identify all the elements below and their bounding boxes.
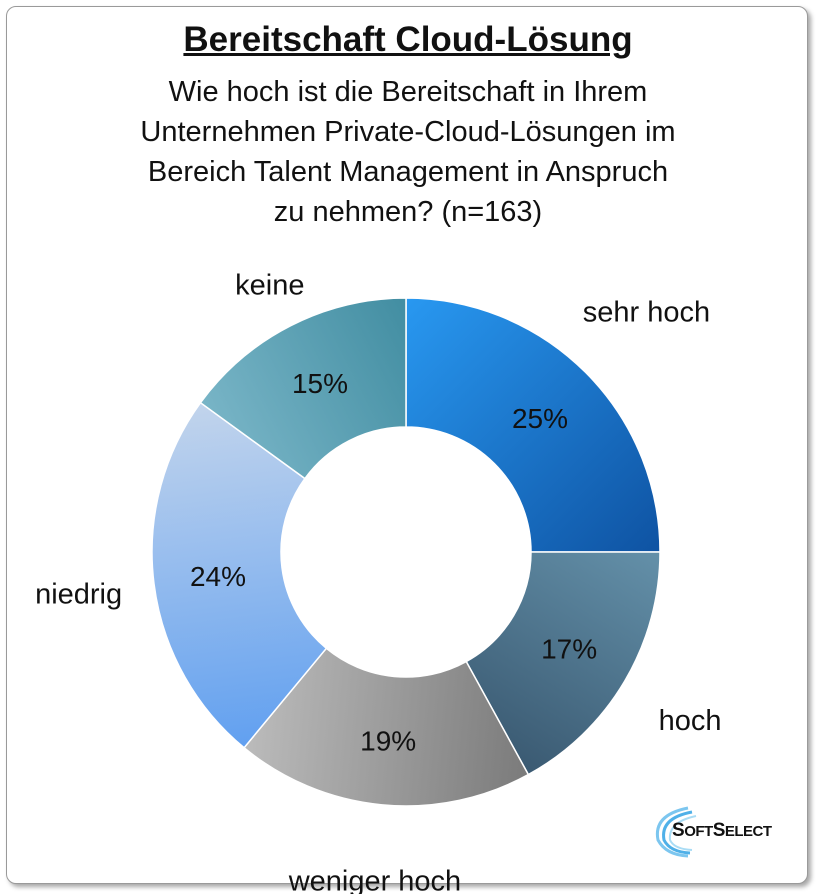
category-label: weniger hoch bbox=[288, 866, 462, 894]
data-label: 19% bbox=[360, 726, 416, 757]
subtitle-line: Wie hoch ist die Bereitschaft in Ihrem bbox=[168, 76, 648, 108]
category-label: hoch bbox=[659, 705, 722, 737]
data-label: 25% bbox=[512, 403, 568, 434]
chart-subtitle: Wie hoch ist die Bereitschaft in Ihrem U… bbox=[70, 72, 746, 232]
logo-text: SOFTSELECT bbox=[672, 820, 772, 841]
data-label: 17% bbox=[541, 633, 597, 664]
chart-title: Bereitschaft Cloud-Lösung bbox=[183, 20, 633, 59]
category-label: niedrig bbox=[35, 578, 122, 610]
logo-swoosh-icon bbox=[655, 806, 697, 858]
category-label: keine bbox=[235, 270, 304, 302]
subtitle-line: Unternehmen Private-Cloud-Lösungen im bbox=[140, 116, 676, 148]
donut-slice-weniger-hoch bbox=[243, 647, 530, 807]
donut-slice-hoch bbox=[465, 551, 661, 776]
data-label: 15% bbox=[292, 368, 348, 399]
softselect-logo: SOFTSELECT bbox=[648, 800, 798, 860]
donut-slice-sehr-hoch bbox=[405, 297, 661, 553]
donut-slice-keine bbox=[199, 297, 407, 480]
subtitle-line: Bereich Talent Management in Anspruch bbox=[147, 156, 669, 188]
data-label: 24% bbox=[190, 561, 246, 592]
subtitle-line: zu nehmen? (n=163) bbox=[273, 196, 543, 228]
donut-slice-niedrig bbox=[151, 401, 328, 749]
category-label: sehr hoch bbox=[583, 297, 710, 329]
